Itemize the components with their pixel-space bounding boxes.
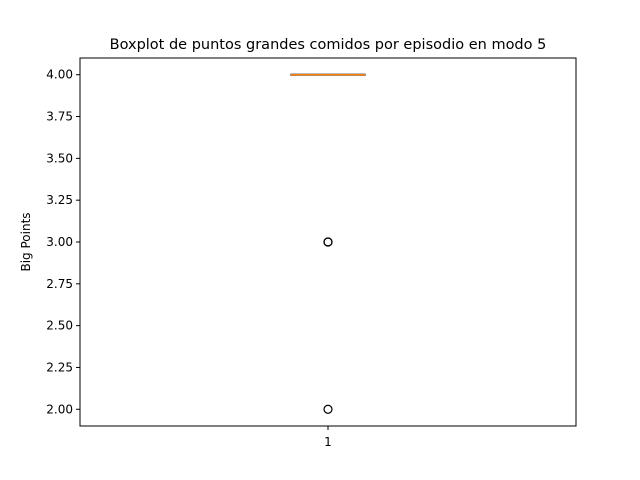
outlier-point <box>323 237 333 247</box>
y-axis-label: Big Points <box>19 212 33 271</box>
y-axis-ticks: 2.00 2.25 2.50 2.75 3.00 3.25 3.50 3.75 4.00 <box>46 68 80 416</box>
y-tick-label: 3.50 <box>46 151 73 165</box>
y-tick-label: 2.25 <box>46 360 73 374</box>
axes-frame <box>79 57 577 427</box>
y-tick-label: 3.25 <box>46 193 73 207</box>
x-axis-ticks: 1 <box>324 426 332 449</box>
y-tick-label: 2.00 <box>46 402 73 416</box>
y-tick-label: 4.00 <box>46 68 73 82</box>
chart-title: Boxplot de puntos grandes comidos por ep… <box>110 37 547 53</box>
plot-area <box>290 73 366 414</box>
y-tick-label: 3.75 <box>46 110 73 124</box>
y-tick-label: 2.75 <box>46 277 73 291</box>
x-tick-label: 1 <box>324 435 332 449</box>
y-tick-label: 2.50 <box>46 319 73 333</box>
y-tick-label: 3.00 <box>46 235 73 249</box>
outlier-point <box>323 404 333 414</box>
